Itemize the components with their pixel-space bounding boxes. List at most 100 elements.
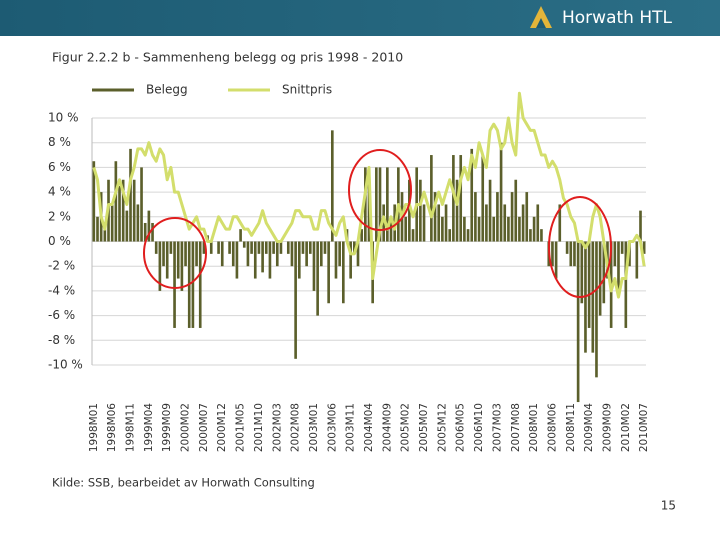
bar	[353, 241, 356, 254]
x-tick-label: 1999M09	[161, 403, 173, 452]
bar	[239, 229, 242, 242]
bar	[602, 241, 606, 304]
bar	[411, 229, 415, 242]
bar	[231, 241, 235, 267]
bar	[455, 179, 459, 242]
bar	[198, 241, 202, 328]
x-tick-label: 1999M04	[143, 403, 155, 452]
bar	[184, 241, 187, 267]
bar	[121, 179, 125, 242]
x-tick-label: 2002M03	[271, 403, 283, 452]
y-tick-label: -6 %	[48, 308, 75, 322]
bar	[433, 192, 437, 242]
bar	[319, 241, 323, 267]
chart-title: Figur 2.2.2 b - Sammenheng belegg og pri…	[52, 50, 403, 65]
bar	[297, 241, 301, 279]
bar	[558, 204, 562, 242]
bar	[334, 241, 338, 279]
y-tick-label: 0 %	[48, 234, 71, 248]
bar	[349, 241, 352, 279]
bar	[125, 210, 129, 242]
x-tick-label: 1998M11	[125, 403, 137, 452]
bar	[477, 216, 481, 242]
bar	[191, 241, 195, 328]
x-tick-label: 2003M11	[345, 403, 357, 452]
bar	[551, 241, 554, 267]
bar	[217, 241, 220, 254]
bar	[154, 241, 158, 254]
y-tick-label: -8 %	[48, 333, 75, 347]
bar	[580, 241, 584, 304]
x-tick-label: 2005M07	[418, 403, 430, 452]
x-tick-label: 2001M10	[253, 403, 265, 452]
bar	[132, 179, 136, 242]
x-tick-label: 2008M11	[565, 403, 577, 452]
bar	[459, 155, 463, 242]
bar	[532, 216, 536, 242]
x-tick-label: 2000M02	[180, 403, 192, 452]
bar	[330, 130, 334, 242]
x-tick-label: 2010M02	[620, 403, 632, 452]
bar	[308, 241, 312, 254]
x-tick-label: 2000M12	[216, 403, 228, 452]
bar	[147, 210, 151, 242]
bar	[422, 204, 426, 242]
bar	[510, 192, 514, 242]
bar	[264, 241, 268, 254]
bar	[228, 241, 231, 254]
x-tick-label: 2003M01	[308, 403, 320, 452]
bar	[642, 241, 646, 254]
logo-icon-inner	[536, 18, 546, 28]
bar	[253, 241, 257, 279]
bar	[169, 241, 173, 254]
bar	[286, 241, 290, 254]
bar	[404, 216, 408, 242]
bar	[360, 229, 363, 242]
bar	[118, 185, 121, 242]
bar	[452, 155, 455, 242]
bar	[257, 241, 261, 254]
bar	[587, 241, 591, 328]
bar	[474, 192, 477, 242]
bar	[536, 204, 540, 242]
bar	[386, 167, 389, 242]
bar	[195, 241, 198, 267]
bar	[496, 192, 499, 242]
bar	[202, 241, 206, 254]
bar	[341, 241, 345, 304]
bar	[389, 216, 393, 242]
bar	[481, 155, 485, 242]
x-tick-label: 2006M05	[455, 403, 467, 452]
bar	[338, 241, 341, 267]
x-tick-label: 2007M08	[510, 403, 522, 452]
bar	[209, 241, 213, 254]
bar	[220, 241, 224, 267]
bar	[378, 167, 382, 242]
bar	[620, 241, 624, 254]
bar	[441, 216, 444, 242]
bar	[268, 241, 272, 279]
x-tick-label: 2004M04	[363, 403, 375, 452]
bar	[290, 241, 294, 267]
bar	[554, 241, 558, 279]
x-tick-label: 2002M08	[290, 403, 302, 452]
bar	[430, 155, 433, 242]
bar	[356, 241, 360, 267]
bar	[301, 241, 305, 254]
bar	[246, 241, 250, 267]
bar	[408, 179, 411, 242]
bar	[503, 204, 507, 242]
bar	[375, 167, 378, 242]
bar	[485, 204, 488, 242]
bar	[573, 241, 576, 267]
bar	[576, 241, 580, 403]
bar	[499, 142, 503, 242]
x-tick-label: 2005M02	[400, 403, 412, 452]
bar	[110, 204, 114, 242]
bar	[613, 241, 617, 267]
bar	[165, 241, 169, 279]
x-tick-label: 2004M09	[381, 403, 393, 452]
bar	[250, 241, 253, 254]
bar	[448, 229, 452, 242]
